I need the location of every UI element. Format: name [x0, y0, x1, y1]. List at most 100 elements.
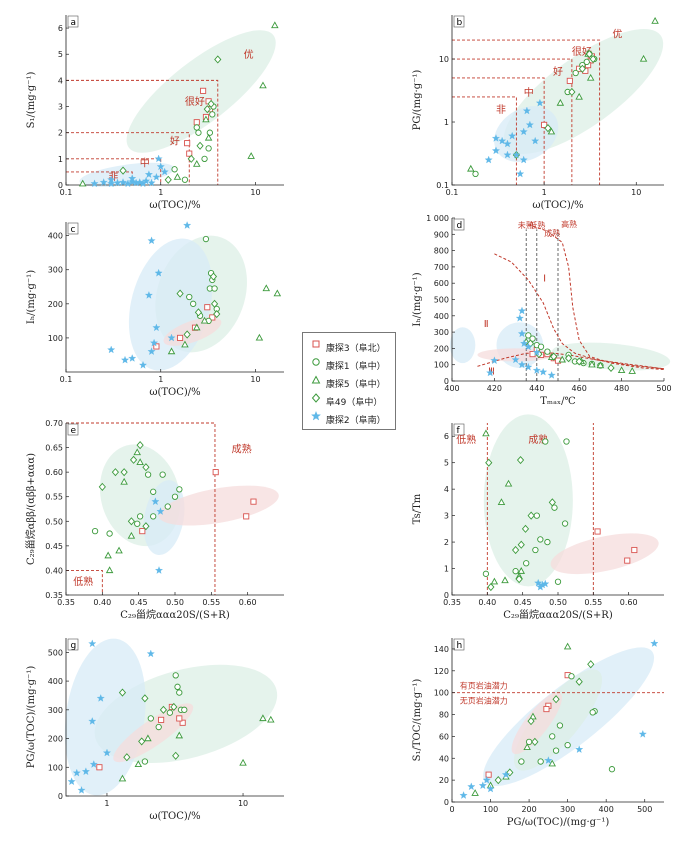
data-point — [486, 368, 495, 377]
data-point — [512, 150, 521, 159]
data-point — [177, 334, 184, 341]
data-point — [541, 121, 548, 128]
panel-letter: e — [71, 426, 77, 436]
data-point — [111, 468, 120, 477]
data-point — [98, 482, 106, 491]
y-tick-label: 120 — [434, 667, 449, 676]
data-point — [213, 309, 221, 319]
x-axis-title: ω(TOC)/% — [149, 200, 200, 211]
x-tick-label: 0.60 — [239, 598, 257, 607]
data-point — [176, 689, 183, 696]
data-point — [153, 343, 160, 350]
y-tick-label: 40 — [439, 754, 449, 763]
y-tick-label: 0 — [58, 181, 63, 190]
x-tick-label: 100 — [483, 805, 498, 814]
data-point — [210, 299, 219, 308]
data-point — [187, 154, 195, 163]
data-point — [107, 179, 116, 188]
legend-label: 阜49（阜中） — [325, 398, 383, 408]
data-point — [142, 176, 151, 185]
x-tick-label: 10 — [250, 375, 260, 384]
data-point — [544, 124, 552, 133]
y-tick-label: 500 — [48, 648, 63, 657]
data-point — [142, 463, 150, 472]
data-point — [271, 21, 279, 29]
data-point — [123, 753, 131, 762]
data-point — [202, 235, 210, 243]
y-tick-label: 0.40 — [45, 566, 63, 575]
data-point — [172, 751, 180, 760]
legend-item-kt1: 康探1（阜中） — [309, 357, 386, 372]
series-f49 — [494, 660, 595, 785]
data-point — [482, 429, 490, 437]
data-point — [515, 575, 523, 584]
data-point — [250, 498, 257, 505]
data-point — [167, 333, 176, 342]
cluster-ellipse — [483, 414, 573, 587]
cluster-ellipse — [513, 669, 603, 771]
x-tick-label: 460 — [572, 384, 587, 393]
y-tick-label: 1 000 — [426, 214, 449, 223]
data-point — [586, 73, 595, 81]
cluster-ellipse — [449, 327, 476, 364]
data-point — [497, 498, 506, 506]
chart-panel-f: f低熟 成熟0.35 0.40 0.45 0.50 0.55 0.600123456C₂₉甾… — [412, 414, 664, 621]
y-tick-label: 0.50 — [45, 517, 63, 526]
data-point — [206, 129, 214, 136]
data-point — [503, 150, 512, 159]
series-kt1 — [91, 471, 183, 537]
threshold-line — [452, 96, 517, 185]
data-point — [572, 69, 579, 77]
data-point — [491, 134, 501, 142]
data-point — [202, 115, 210, 123]
x-tick-label: 0 — [449, 805, 454, 814]
y-tick-label: 600 — [434, 279, 449, 288]
x-tick-label: 0.1 — [60, 375, 73, 384]
y-axis-title: S₁/(mg·g⁻¹) — [26, 72, 37, 129]
data-point — [209, 314, 216, 321]
data-point — [77, 786, 86, 794]
data-point — [519, 155, 528, 164]
data-point — [534, 578, 543, 587]
series-f49 — [485, 455, 556, 592]
x-tick-label: 10 — [250, 188, 260, 197]
legend-label: 康探3（阜北） — [325, 344, 386, 354]
data-point — [566, 77, 573, 84]
data-point — [508, 131, 517, 140]
data-point — [144, 471, 152, 478]
data-point — [564, 741, 571, 749]
data-point — [504, 479, 513, 487]
data-point — [491, 146, 501, 155]
x-tick-label: 0.45 — [514, 598, 532, 607]
data-point — [525, 332, 532, 339]
data-point — [585, 49, 594, 59]
series-kt2 — [107, 221, 192, 369]
data-point — [544, 348, 551, 355]
panel-tag — [453, 638, 465, 651]
data-point — [142, 522, 150, 531]
data-point — [529, 335, 536, 342]
data-point — [214, 55, 222, 64]
data-point — [172, 672, 179, 679]
data-point — [501, 770, 511, 779]
series-kt2 — [484, 98, 544, 178]
data-point — [90, 179, 99, 188]
data-point — [127, 517, 136, 526]
panel-tag — [67, 15, 79, 28]
data-point — [212, 469, 219, 476]
data-point — [201, 155, 208, 162]
data-point — [517, 360, 527, 369]
y-tick-label: 10 — [439, 55, 449, 64]
x-axis-title: Tₘₐₓ/℃ — [540, 396, 575, 407]
y-tick-label: 5 — [58, 50, 63, 59]
chart-panel-a: a 非 中 好 很好 优 0.1 1 10 0 1 2 3 4 5 6 ω(TOC)/% S₁/(mg·g⁻¹) — [26, 15, 284, 211]
region-label-low-mature: 低熟 — [73, 575, 93, 588]
x-tick-label: 0.35 — [57, 598, 75, 607]
data-point — [472, 170, 479, 178]
cluster-ellipse — [113, 703, 194, 763]
data-point — [239, 758, 247, 766]
series-kt3 — [485, 672, 571, 778]
series-kt2 — [486, 306, 556, 379]
